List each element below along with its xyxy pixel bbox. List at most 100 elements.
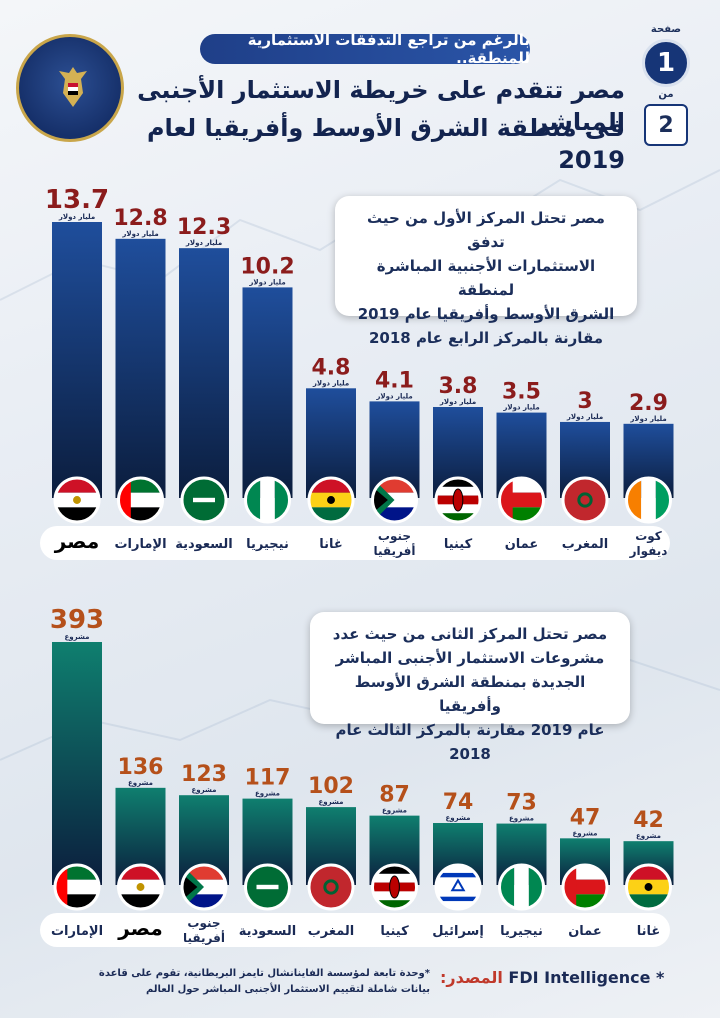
info1-line: الاستثمارات الأجنبية المباشرة لمنطقة [376,257,596,299]
info2-line: مشروعات الاستثمار الأجنبى المباشر [335,649,605,667]
unit-label: مشروع [446,814,471,822]
category-label: مصر [117,916,163,940]
fdi-projects-bar-chart: 393مشروعالإمارات136مشروعمصر123مشروعجنوبأ… [40,605,674,947]
page-of-label: من [658,89,674,100]
kenya-flag [436,478,480,522]
footnote-line: بيانات شاملة لتقييم الاستثمار الأجنبى ال… [145,984,430,995]
bar [242,287,293,498]
bar [52,642,102,885]
value-label: 10.2 [240,254,294,279]
category-label: غانا [637,924,661,939]
source-footnote: *وحدة تابعة لمؤسسة الفاينانشال تايمز الب… [50,966,430,998]
category-label: كوت [635,529,662,544]
unit-label: مليار دولار [439,398,476,406]
page-title-line1: مصر تتقدم على خريطة الاستثمار الأجنبى ال… [137,76,625,136]
category-label: المغرب [308,924,355,939]
source-value: FDI Intelligence [508,968,651,987]
value-label: 2.9 [629,391,668,416]
category-label: ديفوار [629,544,668,559]
info1-line: مصر تحتل المركز الأول من حيث تدفق [367,209,605,251]
unit-label: مليار دولار [58,213,95,221]
info2-line: عام 2019 مقارنة بالمركز الثالث عام 2018 [335,721,605,763]
source-credit: * FDI Intelligence المصدر: [440,968,665,987]
value-label: 87 [379,783,410,808]
category-label: نيجيريا [246,537,289,552]
fdi-flow-info-box: مصر تحتل المركز الأول من حيث تدفق الاستث… [335,196,637,347]
category-label: الإمارات [51,924,103,939]
category-label: جنوب [187,916,220,931]
category-label: السعودية [239,924,297,939]
category-label: عمان [568,924,602,939]
value-label: 74 [443,790,474,815]
category-label: أفريقيا [374,543,416,558]
value-label: 3 [577,389,592,414]
value-label: 136 [118,755,164,780]
value-label: 73 [506,791,537,816]
category-label: جنوب [378,529,411,544]
unit-label: مليار دولار [375,392,412,400]
info2-line: مصر تحتل المركز الثانى من حيث عدد [332,625,608,643]
unit-label: مشروع [128,779,153,787]
bar [52,222,102,498]
info1-line: مقارنة بالمركز الرابع عام 2018 [368,329,604,347]
eagle-icon [59,67,87,107]
unit-label: مليار دولار [121,230,158,238]
unit-label: مشروع [319,798,344,806]
unit-label: مليار دولار [248,278,285,286]
category-label: المغرب [562,537,609,552]
unit-label: مشروع [65,633,90,641]
cabinet-seal-logo [16,34,124,142]
value-label: 12.3 [177,215,231,240]
category-label-strip [40,526,670,560]
page-label: صفحة [650,24,682,35]
value-label: 117 [245,766,291,791]
page-title-line2: فى منطقة الشرق الأوسط وأفريقيا لعام 2019 [146,114,625,174]
unit-label: مشروع [382,807,407,815]
category-label: كينيا [380,924,409,939]
info2-line: الجديدة بمنطقة الشرق الأوسط وأفريقيا [354,673,586,715]
unit-label: مليار دولار [566,413,603,421]
fdi-projects-info-box: مصر تحتل المركز الثانى من حيث عدد مشروعا… [310,612,630,763]
unit-label: مليار دولار [185,239,222,247]
unit-label: مشروع [255,790,280,798]
bar [115,238,166,499]
value-label: 12.8 [113,206,167,231]
value-label: 123 [181,762,227,787]
value-label: 4.1 [375,368,414,393]
value-label: 3.5 [502,380,541,405]
bar [179,248,229,498]
headline-banner: بالرغم من تراجع التدفقات الاستثمارية للم… [200,31,530,67]
category-label: إسرائيل [432,924,484,939]
category-label-strip [40,913,670,947]
category-label: كينيا [444,537,473,552]
category-label: عمان [505,537,539,552]
source-label: المصدر: [440,968,503,987]
value-label: 393 [50,605,104,635]
kenya-flag [372,865,417,909]
category-label: مصر [54,529,100,553]
category-label: نيجيريا [500,924,543,939]
category-label: أفريقيا [183,930,225,945]
category-label: غانا [319,537,343,552]
page-indicator: صفحة 1 من 2 [638,24,694,146]
category-label: السعودية [175,537,233,552]
category-label: الإمارات [114,537,166,552]
